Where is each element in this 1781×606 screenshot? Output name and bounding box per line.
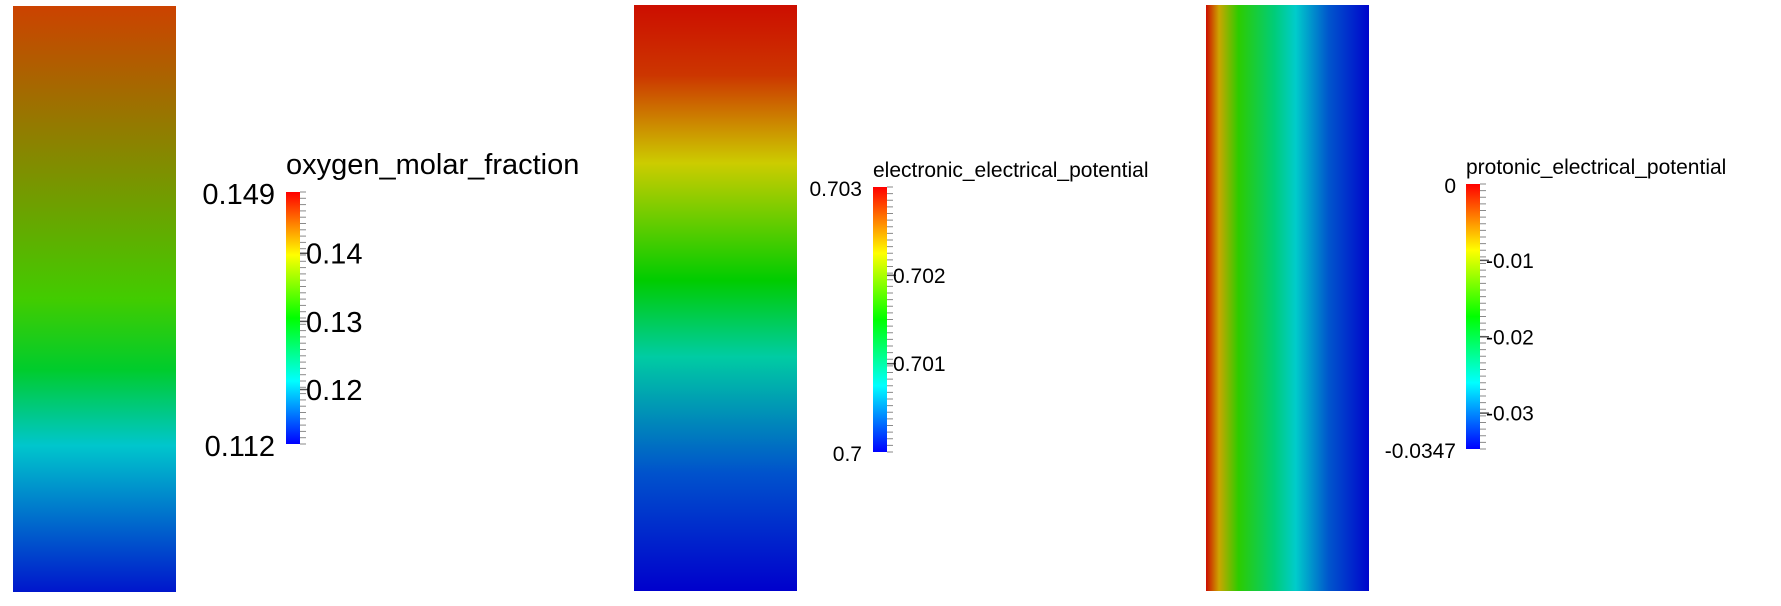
colorbar-title: oxygen_molar_fraction (286, 149, 579, 181)
panel-2: electronic_electrical_potential0.7030.70… (634, 5, 1149, 591)
panel-3: protonic_electrical_potential 0 -0.0347 -0.… (1206, 5, 1726, 591)
range-max-label: 0 (1444, 175, 1456, 198)
colorbar (1466, 184, 1480, 449)
tick-label: 0.702 (893, 265, 946, 288)
tick-label: 0.14 (306, 239, 362, 271)
tick-label: -0.01 (1486, 250, 1534, 273)
field-heatmap (1206, 5, 1369, 591)
range-min-label: -0.0347 (1385, 440, 1456, 463)
field-heatmap (634, 5, 797, 591)
colorbar-minor-ticks (887, 186, 893, 453)
colorbar-title: protonic_electrical_potential (1466, 156, 1726, 179)
tick-label: 0.12 (306, 375, 362, 407)
colorbar (286, 192, 300, 444)
field-heatmap (13, 6, 176, 592)
range-max-label: 0.703 (809, 178, 862, 201)
tick-label: 0.701 (893, 353, 946, 376)
panel-1: oxygen_molar_fraction 0.149 0.112 0.14 0.13 0… (13, 6, 579, 592)
tick-label: -0.02 (1486, 326, 1534, 349)
tick-label: -0.03 (1486, 403, 1534, 426)
range-max-label: 0.149 (202, 179, 275, 211)
colorbar-minor-ticks (1480, 183, 1486, 450)
colorbar-minor-ticks (300, 191, 306, 445)
tick-label: 0.13 (306, 307, 362, 339)
range-min-label: 0.112 (205, 431, 275, 463)
colorbar-title: electronic_electrical_potential (873, 159, 1149, 182)
range-min-label: 0.7 (833, 443, 862, 466)
colorbar (873, 187, 887, 452)
